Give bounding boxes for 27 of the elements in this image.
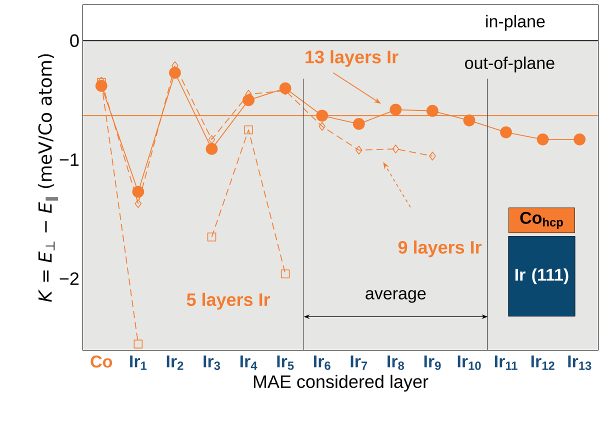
y-tick-label: −2 <box>60 272 79 285</box>
x-tick-label: Ir$_{9}$ <box>424 356 441 370</box>
band-label: in-plane <box>486 14 545 31</box>
x-tick-label: Ir$_{12}$ <box>531 356 554 370</box>
band-label: out-of-plane <box>465 56 554 72</box>
y-axis-title: K = E$_{⊥}$ − E$_{∥}$ (meV/Co atom) <box>38 54 58 302</box>
x-tick-label: Ir$_{3}$ <box>204 356 220 370</box>
x-tick-label: Ir$_{8}$ <box>388 356 404 370</box>
x-axis-title: MAE considered layer <box>254 374 428 392</box>
y-tick-label: −1 <box>60 153 79 166</box>
x-tick-label: Ir$_{10}$ <box>458 356 481 370</box>
annotation: average <box>366 290 426 303</box>
annotation: 13 layers Ir <box>306 50 398 67</box>
x-tick-label: Ir$_{4}$ <box>240 356 258 370</box>
x-tick-label: Ir$_{11}$ <box>494 356 518 370</box>
x-tick-label: Co <box>90 356 112 368</box>
annotation: Co$_{hcp}$ <box>520 212 563 229</box>
annotation: 9 layers Ir <box>398 240 482 258</box>
y-tick-label: 0 <box>70 34 79 48</box>
x-tick-label: Ir$_{2}$ <box>166 356 184 370</box>
x-tick-label: Ir$_{7}$ <box>350 356 368 370</box>
x-tick-label: Ir$_{5}$ <box>277 356 294 370</box>
annotation: Ir (111) <box>515 268 568 284</box>
x-tick-label: Ir$_{1}$ <box>130 356 147 370</box>
x-tick-label: Ir$_{13}$ <box>568 356 592 370</box>
annotation: 5 layers Ir <box>186 292 270 310</box>
x-tick-label: Ir$_{6}$ <box>314 356 330 370</box>
